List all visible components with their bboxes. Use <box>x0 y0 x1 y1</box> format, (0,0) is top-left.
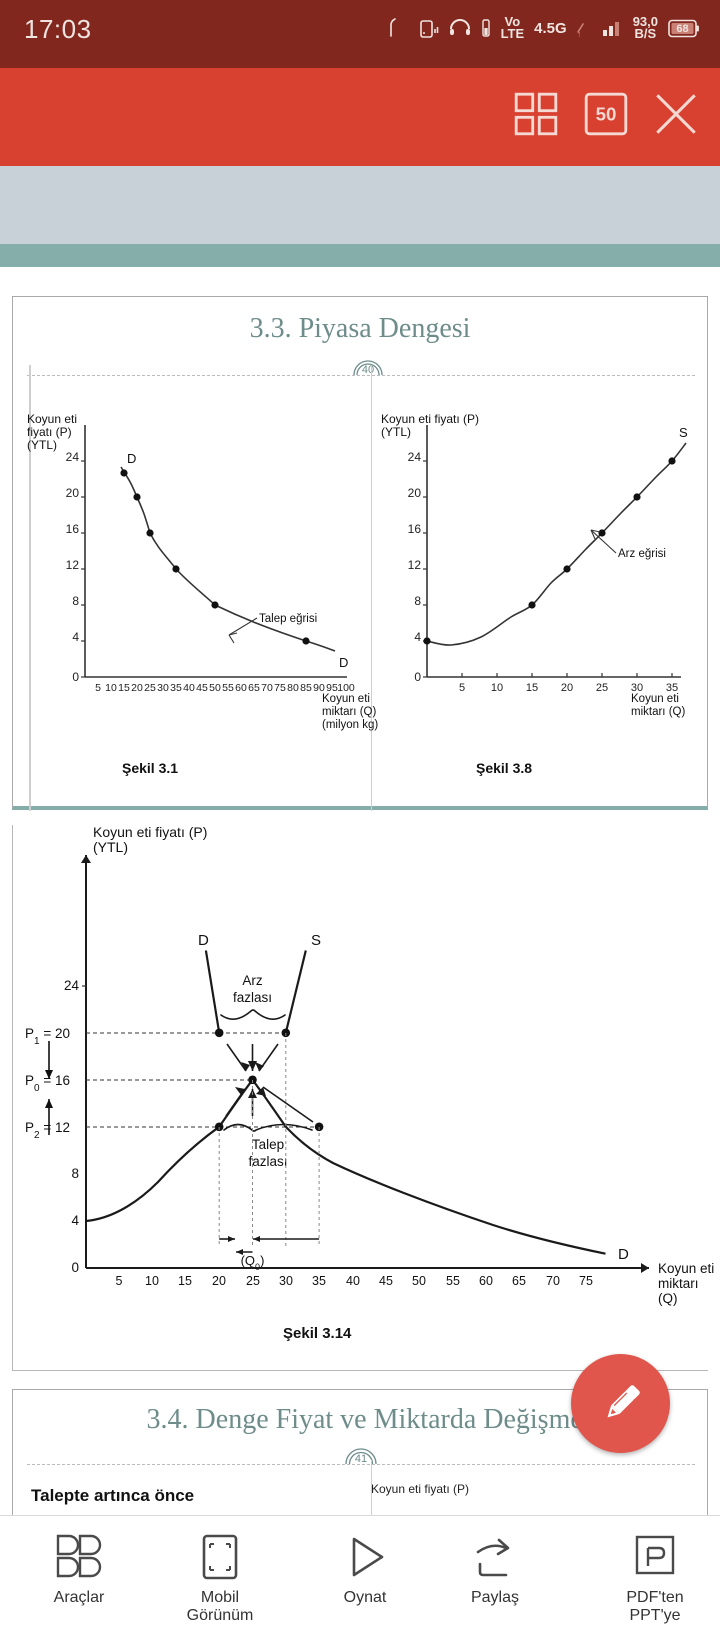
svg-text:24: 24 <box>66 450 80 464</box>
svg-text:D: D <box>339 655 348 670</box>
svg-text:55: 55 <box>446 1274 460 1287</box>
svg-text:20: 20 <box>131 682 143 694</box>
svg-text:65: 65 <box>512 1274 526 1287</box>
svg-text:70: 70 <box>261 682 273 694</box>
svg-text:70: 70 <box>546 1274 560 1287</box>
svg-text:55: 55 <box>222 682 234 694</box>
svg-text:15: 15 <box>526 682 538 694</box>
svg-text:35: 35 <box>170 682 182 694</box>
svg-text:(Q0): (Q0) <box>241 1253 265 1272</box>
svg-text:50: 50 <box>596 104 617 125</box>
svg-text:8: 8 <box>72 594 79 608</box>
svg-text:10: 10 <box>105 682 117 694</box>
svg-text:20: 20 <box>212 1274 226 1287</box>
svg-text:Talep: Talep <box>252 1137 284 1152</box>
svg-text:20: 20 <box>408 486 422 500</box>
svg-text:D: D <box>127 451 136 466</box>
svg-text:15: 15 <box>118 682 130 694</box>
svg-text:12: 12 <box>66 558 80 572</box>
svg-text:75: 75 <box>579 1274 593 1287</box>
svg-text:45: 45 <box>379 1274 393 1287</box>
svg-text:68: 68 <box>676 23 688 35</box>
svg-text:8: 8 <box>414 594 421 608</box>
svg-text:20: 20 <box>561 682 573 694</box>
svg-text:↑: ↑ <box>577 29 582 38</box>
svg-text:75: 75 <box>274 682 286 694</box>
svg-text:4: 4 <box>414 630 421 644</box>
svg-text:24: 24 <box>64 978 80 993</box>
svg-text:Arz: Arz <box>242 973 263 988</box>
svg-text:40: 40 <box>183 682 195 694</box>
svg-text:20: 20 <box>66 486 80 500</box>
svg-text:10: 10 <box>491 682 503 694</box>
svg-text:30: 30 <box>157 682 169 694</box>
svg-text:fazlası: fazlası <box>248 1154 287 1169</box>
svg-text:40: 40 <box>346 1274 360 1287</box>
svg-text:0: 0 <box>414 670 421 684</box>
svg-text:0: 0 <box>71 1260 79 1275</box>
svg-text:25: 25 <box>246 1274 260 1287</box>
svg-text:35: 35 <box>312 1274 326 1287</box>
svg-text:4: 4 <box>71 1213 79 1228</box>
svg-text:5: 5 <box>95 682 101 694</box>
svg-text:8: 8 <box>71 1166 79 1181</box>
svg-text:10: 10 <box>145 1274 159 1287</box>
svg-text:80: 80 <box>287 682 299 694</box>
svg-text:4: 4 <box>72 630 79 644</box>
svg-text:D: D <box>198 932 209 949</box>
svg-text:Arz eğrisi: Arz eğrisi <box>618 548 666 560</box>
svg-text:12: 12 <box>408 558 422 572</box>
svg-text:fazlası: fazlası <box>233 990 272 1005</box>
svg-text:15: 15 <box>178 1274 192 1287</box>
svg-text:85: 85 <box>300 682 312 694</box>
svg-text:Talep eğrisi: Talep eğrisi <box>259 613 317 625</box>
svg-text:25: 25 <box>144 682 156 694</box>
svg-text:S: S <box>679 425 688 440</box>
svg-text:50: 50 <box>412 1274 426 1287</box>
svg-text:60: 60 <box>235 682 247 694</box>
svg-text:50: 50 <box>209 682 221 694</box>
svg-text:D: D <box>618 1246 629 1263</box>
svg-text:16: 16 <box>408 522 422 536</box>
svg-text:16: 16 <box>66 522 80 536</box>
svg-text:0: 0 <box>72 670 79 684</box>
svg-text:30: 30 <box>279 1274 293 1287</box>
svg-text:25: 25 <box>596 682 608 694</box>
svg-text:24: 24 <box>408 450 422 464</box>
svg-text:5: 5 <box>459 682 465 694</box>
svg-text:5: 5 <box>116 1274 123 1287</box>
svg-text:65: 65 <box>248 682 260 694</box>
svg-text:60: 60 <box>479 1274 493 1287</box>
svg-text:S: S <box>311 932 321 949</box>
svg-text:45: 45 <box>196 682 208 694</box>
